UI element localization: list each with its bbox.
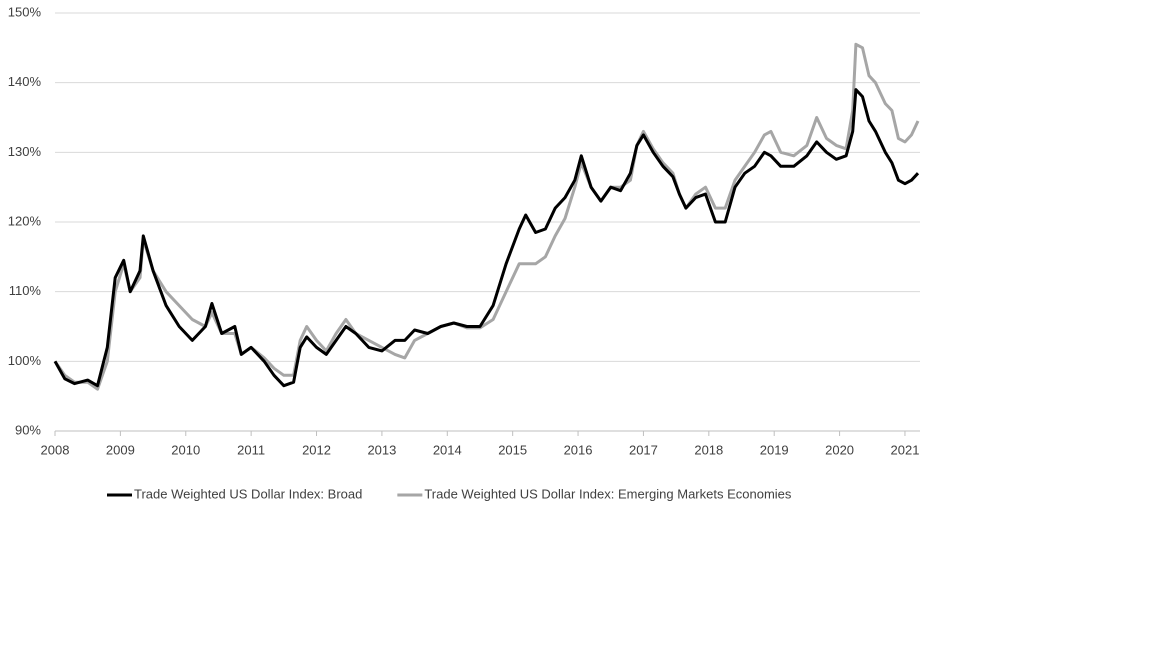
y-tick-label: 120% (8, 213, 42, 228)
x-tick-label: 2020 (825, 442, 854, 457)
y-tick-label: 90% (15, 422, 41, 437)
x-tick-label: 2010 (171, 442, 200, 457)
x-tick-label: 2014 (433, 442, 462, 457)
y-tick-label: 110% (9, 283, 42, 298)
x-tick-label: 2011 (237, 442, 265, 457)
x-tick-label: 2017 (629, 442, 658, 457)
x-tick-label: 2019 (760, 442, 789, 457)
legend-label: Trade Weighted US Dollar Index: Broad (134, 486, 362, 501)
x-tick-label: 2008 (41, 442, 70, 457)
x-tick-label: 2021 (891, 442, 920, 457)
y-tick-label: 150% (8, 4, 42, 19)
x-tick-label: 2012 (302, 442, 331, 457)
y-tick-label: 100% (8, 353, 42, 368)
legend-label: Trade Weighted US Dollar Index: Emerging… (424, 486, 792, 501)
x-tick-label: 2009 (106, 442, 135, 457)
series-line (53, 42, 920, 391)
y-tick-label: 140% (8, 74, 42, 89)
x-tick-label: 2018 (694, 442, 723, 457)
x-tick-label: 2013 (367, 442, 396, 457)
series-line (53, 88, 920, 388)
x-tick-label: 2015 (498, 442, 527, 457)
y-tick-label: 130% (8, 144, 42, 159)
x-tick-label: 2016 (564, 442, 593, 457)
